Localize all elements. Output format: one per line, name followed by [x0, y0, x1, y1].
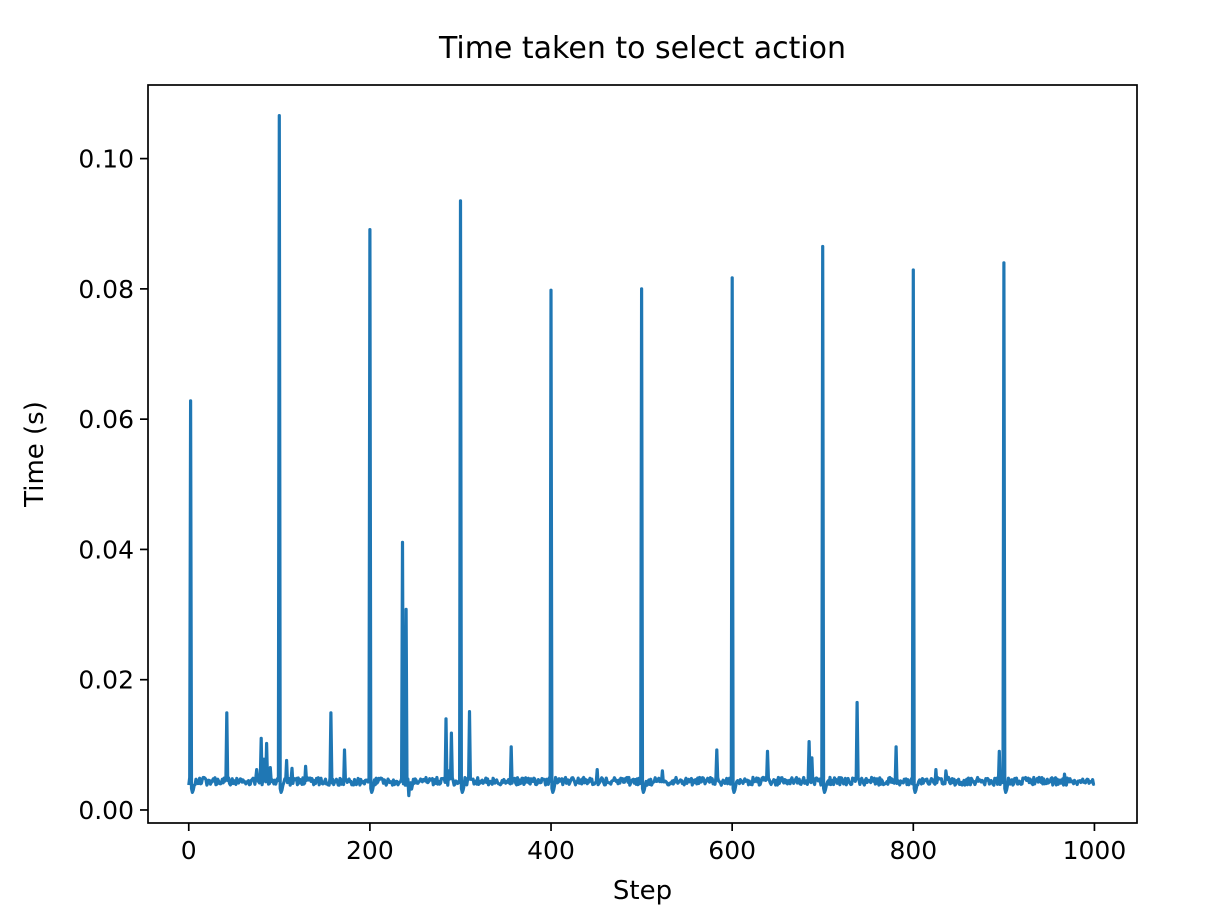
x-tick-label: 1000	[1063, 836, 1127, 865]
x-axis-label: Step	[612, 876, 673, 906]
x-tick-label: 0	[181, 836, 197, 865]
y-tick-label: 0.10	[78, 145, 134, 174]
chart-title: Time taken to select action	[438, 31, 847, 66]
y-axis-ticks: 0.00 0.02 0.04 0.06 0.08 0.10	[78, 145, 148, 825]
x-tick-label: 800	[889, 836, 937, 865]
x-tick-label: 400	[527, 836, 575, 865]
x-tick-label: 600	[708, 836, 756, 865]
y-tick-label: 0.00	[78, 796, 134, 825]
y-tick-label: 0.06	[78, 405, 134, 434]
x-axis-ticks: 0 200 400 600 800 1000	[181, 823, 1126, 865]
plot-border	[147, 84, 1138, 824]
y-tick-label: 0.02	[78, 666, 134, 695]
data-line	[187, 114, 1096, 798]
x-tick-label: 200	[346, 836, 394, 865]
y-tick-label: 0.04	[78, 535, 134, 564]
y-tick-label: 0.08	[78, 275, 134, 304]
